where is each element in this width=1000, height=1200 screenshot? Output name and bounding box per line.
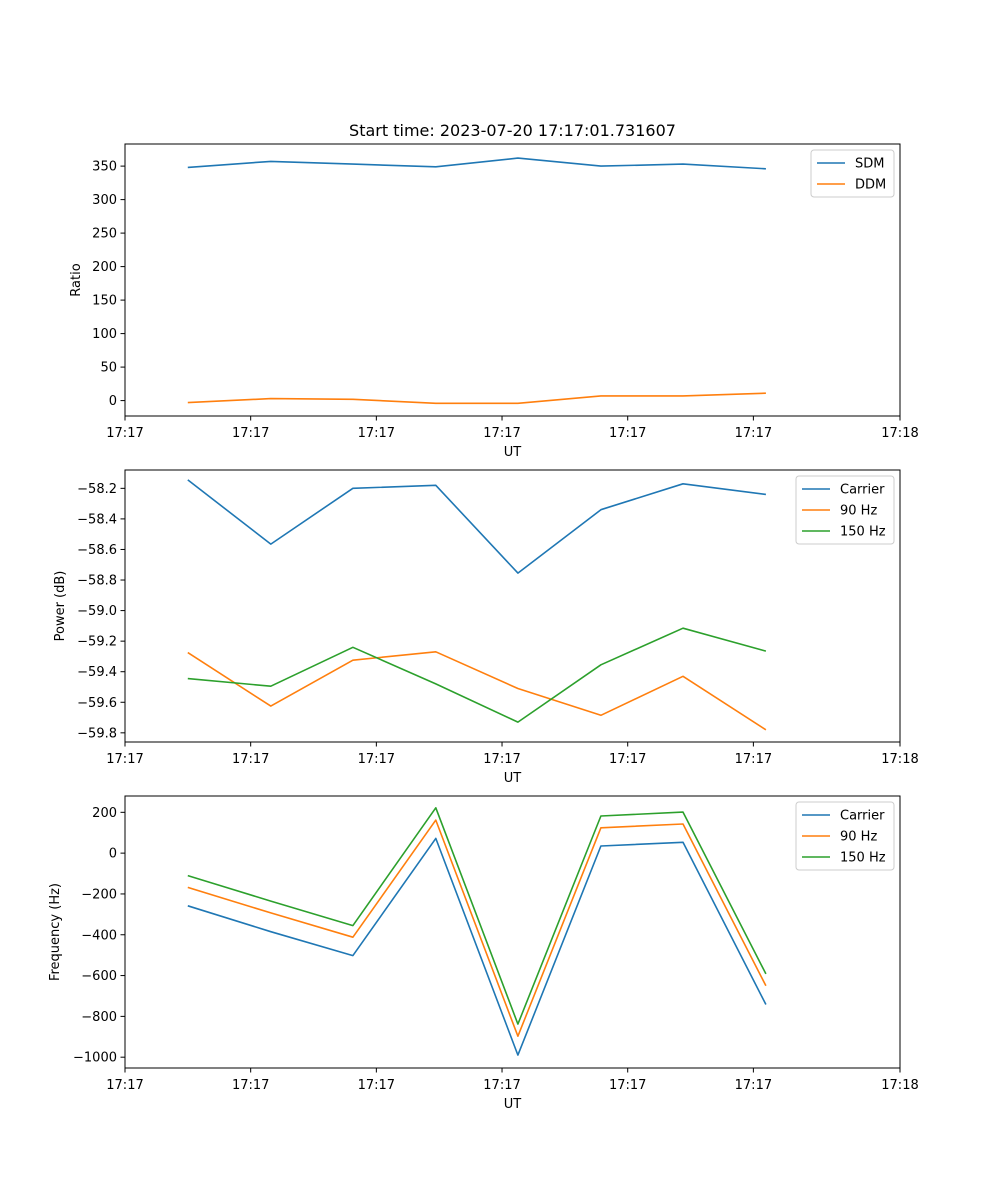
legend-label-sdm: SDM — [855, 157, 884, 172]
legend: Carrier 90 Hz 150 Hz — [795, 475, 895, 545]
plot-area — [125, 796, 900, 1068]
y-tick-label: 300 — [92, 193, 117, 208]
series-lines — [187, 157, 766, 405]
legend-label-150-hz: 150 Hz — [840, 851, 886, 866]
legend: SDM DDM — [810, 149, 895, 198]
series-line-90-hz — [187, 650, 767, 731]
y-tick-label: −800 — [81, 1010, 117, 1025]
y-tick-label: 100 — [92, 327, 117, 342]
legend: Carrier 90 Hz 150 Hz — [795, 801, 895, 871]
y-tick-label: −600 — [81, 969, 117, 984]
y-tick-label: −58.6 — [77, 543, 117, 558]
y-ticks: −1000 −800 −600 −400 −200 0 200 — [73, 806, 125, 1066]
y-tick-label: 0 — [109, 394, 117, 409]
legend-label-90-hz: 90 Hz — [840, 830, 877, 845]
series-line-sdm — [187, 157, 766, 170]
y-tick-label: −58.4 — [77, 512, 117, 527]
y-tick-label: 350 — [92, 160, 117, 175]
x-tick-label: 17:17 — [609, 1078, 646, 1093]
y-axis-label: Frequency (Hz) — [48, 883, 63, 981]
x-ticks: 17:17 17:17 17:17 17:17 17:17 17:17 17:18 — [106, 1068, 919, 1093]
x-tick-label: 17:17 — [232, 752, 269, 767]
series-line-90-hz — [187, 819, 767, 1037]
legend-label-carrier: Carrier — [840, 809, 885, 824]
legend-label-carrier: Carrier — [840, 483, 885, 498]
y-tick-label: −200 — [81, 887, 117, 902]
legend-label-90-hz: 90 Hz — [840, 504, 877, 519]
x-tick-label: 17:17 — [106, 1078, 143, 1093]
x-tick-label: 17:17 — [106, 426, 143, 441]
y-tick-label: −58.8 — [77, 574, 117, 589]
legend-label-ddm: DDM — [855, 178, 886, 193]
x-tick-label: 17:17 — [358, 1078, 395, 1093]
x-axis-label: UT — [504, 1097, 522, 1112]
plot-frame — [124, 143, 901, 417]
plot-frame — [124, 795, 901, 1069]
power-panel: −59.8 −59.6 −59.4 −59.2 −59.0 −58.8 −58.6 −58.4… — [53, 469, 919, 786]
ratio-panel: Start time: 2023-07-20 17:17:01.731607 0… — [69, 121, 919, 460]
x-tick-label: 17:17 — [483, 752, 520, 767]
x-ticks: 17:17 17:17 17:17 17:17 17:17 17:17 17:18 — [106, 416, 919, 441]
x-tick-label: 17:17 — [358, 752, 395, 767]
plot-area — [125, 144, 900, 416]
series-lines — [187, 479, 767, 731]
y-tick-label: −59.8 — [77, 726, 117, 741]
x-tick-label: 17:17 — [735, 1078, 772, 1093]
legend-frame — [795, 475, 895, 545]
x-axis-label: UT — [504, 771, 522, 786]
y-tick-label: −59.2 — [77, 635, 117, 650]
x-tick-label: 17:17 — [232, 1078, 269, 1093]
series-line-carrier — [187, 479, 767, 574]
series-line-150-hz — [187, 806, 767, 1025]
y-tick-label: −400 — [81, 928, 117, 943]
series-lines — [187, 806, 767, 1056]
plot-area — [125, 470, 900, 742]
x-tick-label: 17:17 — [609, 426, 646, 441]
x-tick-label: 17:17 — [735, 426, 772, 441]
y-tick-label: −59.4 — [77, 665, 117, 680]
legend-frame — [810, 149, 895, 198]
x-tick-label: 17:18 — [881, 426, 918, 441]
x-tick-label: 17:17 — [232, 426, 269, 441]
y-ticks: −59.8 −59.6 −59.4 −59.2 −59.0 −58.8 −58.6 −58.4… — [77, 482, 125, 741]
y-tick-label: 150 — [92, 294, 117, 309]
series-line-ddm — [187, 392, 766, 405]
x-axis-label: UT — [504, 445, 522, 460]
y-tick-label: −58.2 — [77, 482, 117, 497]
x-tick-label: 17:17 — [483, 1078, 520, 1093]
y-axis-label: Power (dB) — [53, 571, 68, 642]
x-tick-label: 17:17 — [483, 426, 520, 441]
y-tick-label: 0 — [109, 847, 117, 862]
x-tick-label: 17:17 — [106, 752, 143, 767]
x-tick-label: 17:17 — [735, 752, 772, 767]
legend-label-150-hz: 150 Hz — [840, 525, 886, 540]
x-tick-label: 17:18 — [881, 1078, 918, 1093]
x-tick-label: 17:17 — [358, 426, 395, 441]
x-tick-label: 17:17 — [609, 752, 646, 767]
y-tick-label: 250 — [92, 227, 117, 242]
x-ticks: 17:17 17:17 17:17 17:17 17:17 17:17 17:18 — [106, 742, 919, 767]
series-line-150-hz — [187, 627, 767, 723]
y-ticks: 0 50 100 150 200 250 300 350 — [92, 160, 125, 409]
y-tick-label: 50 — [100, 361, 117, 376]
chart-title: Start time: 2023-07-20 17:17:01.731607 — [349, 121, 676, 140]
x-tick-label: 17:18 — [881, 752, 918, 767]
y-tick-label: −59.6 — [77, 696, 117, 711]
y-tick-label: −1000 — [73, 1051, 117, 1066]
y-tick-label: −59.0 — [77, 604, 117, 619]
y-tick-label: 200 — [92, 806, 117, 821]
y-axis-label: Ratio — [69, 263, 84, 296]
plot-frame — [124, 469, 901, 743]
y-tick-label: 200 — [92, 260, 117, 275]
series-line-carrier — [187, 837, 767, 1056]
legend-frame — [795, 801, 895, 871]
